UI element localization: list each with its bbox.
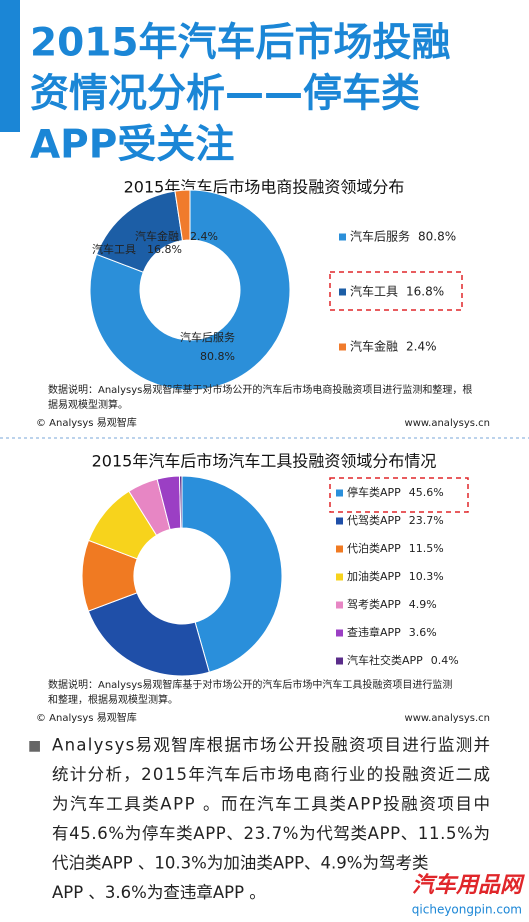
legend-value: 45.6% [409, 486, 444, 499]
legend-value: 2.4% [406, 340, 437, 354]
pie-slice [89, 189, 291, 391]
legend-swatch [336, 573, 343, 581]
pie-slice [174, 189, 191, 242]
legend-label: 驾考类APP [347, 597, 401, 611]
watermark-name: 汽车用品网 [412, 872, 525, 898]
legend-label: 代驾类APP [347, 513, 401, 527]
legend-value: 0.4% [431, 654, 459, 667]
highlight-box [329, 271, 463, 311]
data-note: 据易观模型测算。 [48, 398, 128, 411]
body-text: Analysys易观智库根据市场公开投融资项目进行监测并 [52, 736, 490, 755]
legend-value: 11.5% [409, 542, 444, 555]
slice-label: 汽车金融 [135, 229, 179, 243]
website: www.analysys.cn [405, 713, 490, 724]
legend-value: 3.6% [409, 626, 437, 639]
source: © Analysys 易观智库 [36, 416, 137, 429]
website: www.analysys.cn [405, 418, 490, 429]
legend-value: 23.7% [409, 514, 444, 527]
legend-label: 汽车社交类APP [347, 653, 423, 667]
legend-swatch [339, 343, 346, 351]
data-note: 数据说明：Analysys易观智库基于对市场公开的汽车后市场中汽车工具投融资项目… [48, 678, 452, 691]
pie-slice [178, 475, 183, 529]
watermark-url: qicheyongpin.com [412, 903, 522, 917]
slice-value: 80.8% [200, 350, 235, 363]
legend-label: 查违章APP [347, 625, 401, 639]
page-title: APP受关注 [30, 123, 234, 168]
legend-value: 16.8% [406, 285, 444, 299]
legend-label: 停车类APP [347, 485, 401, 499]
data-note: 数据说明：Analysys易观智库基于对市场公开的汽车后市场电商投融资项目进行监… [48, 383, 472, 396]
legend-label: 汽车后服务 [350, 229, 410, 244]
legend-label: 加油类APP [347, 569, 401, 583]
chart-title: 2015年汽车后市场汽车工具投融资领域分布情况 [92, 452, 437, 471]
body-text: 统计分析，2015年汽车后市场电商行业的投融资近二成 [52, 765, 490, 784]
legend-swatch [336, 657, 343, 665]
body-text: APP 、3.6%为查违章APP 。 [52, 883, 266, 902]
legend-label: 汽车工具 [350, 284, 398, 299]
bullet: ■ [28, 738, 41, 754]
pie-slice [181, 475, 283, 673]
highlight-box [329, 477, 469, 513]
pie-slice [87, 592, 210, 677]
body-text: 有45.6%为停车类APP、23.7%为代驾类APP、11.5%为 [52, 824, 490, 843]
legend-label: 汽车金融 [350, 339, 398, 354]
slice-label: 汽车工具 [92, 242, 136, 256]
legend-value: 4.9% [409, 598, 437, 611]
legend-value: 80.8% [418, 230, 456, 244]
body-text: 代泊类APP 、10.3%为加油类APP、4.9%为驾考类 [52, 854, 428, 873]
data-note: 和整理，根据易观模型测算。 [48, 693, 178, 706]
legend-swatch [336, 545, 343, 553]
body-text: 为汽车工具类APP 。而在汽车工具类APP投融资项目中 [52, 795, 490, 814]
page-title: 资情况分析——停车类 [30, 72, 420, 117]
slice-label: 汽车后服务 [180, 330, 235, 344]
legend-swatch [339, 288, 346, 296]
legend-swatch [336, 489, 343, 497]
source: © Analysys 易观智库 [36, 711, 137, 724]
legend-value: 10.3% [409, 570, 444, 583]
slice-value: 16.8% [147, 243, 182, 256]
header-bar [0, 0, 20, 132]
legend-swatch [339, 233, 346, 241]
page-title: 2015年汽车后市场投融 [30, 21, 451, 66]
legend-swatch [336, 629, 343, 637]
legend-label: 代泊类APP [347, 541, 401, 555]
legend-swatch [336, 601, 343, 609]
slice-value: 2.4% [190, 230, 218, 243]
legend-swatch [336, 517, 343, 525]
